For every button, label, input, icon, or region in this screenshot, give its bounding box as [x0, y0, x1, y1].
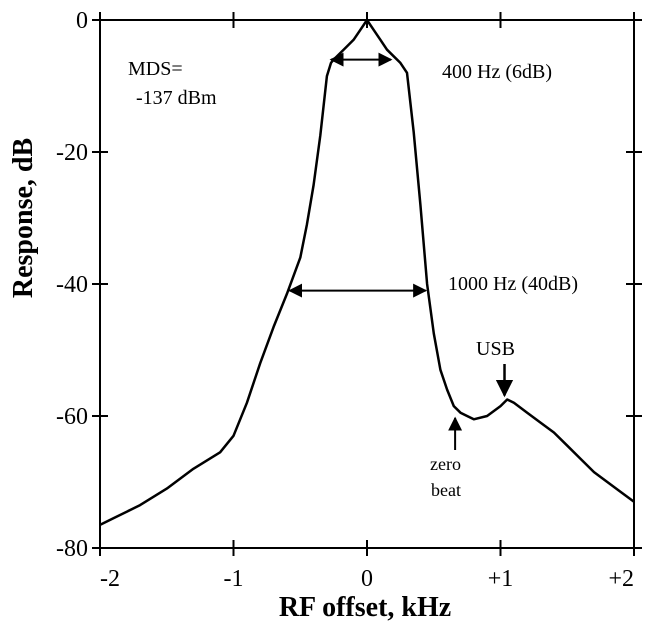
- x-tick-label: -1: [224, 566, 244, 592]
- y-tick-labels: 0 -20 -40 -60 -80: [56, 8, 88, 562]
- y-axis-title: Response, dB: [8, 138, 39, 298]
- x-tick-label: 0: [361, 566, 373, 592]
- zero-beat-label-line2: beat: [431, 480, 461, 500]
- x-tick-label: +2: [608, 566, 634, 592]
- y-tick-label: 0: [76, 8, 88, 34]
- usb-label: USB: [476, 338, 515, 360]
- y-tick-label: -20: [56, 140, 88, 166]
- x-axis-title: RF offset, kHz: [279, 592, 451, 622]
- x-tick-label: +1: [488, 566, 514, 592]
- x-tick-label: -2: [100, 566, 120, 592]
- tick-marks: [92, 12, 642, 556]
- mds-label-line2: -137 dBm: [136, 87, 217, 109]
- bandwidth-6db-label: 400 Hz (6dB): [442, 61, 552, 83]
- y-tick-label: -40: [56, 272, 88, 298]
- y-tick-label: -60: [56, 404, 88, 430]
- bandwidth-40db-label: 1000 Hz (40dB): [448, 273, 578, 295]
- x-tick-labels: -2 -1 0 +1 +2: [100, 566, 634, 592]
- y-tick-label: -80: [56, 536, 88, 562]
- zero-beat-label-line1: zero: [430, 454, 461, 474]
- mds-label-line1: MDS=: [128, 58, 183, 80]
